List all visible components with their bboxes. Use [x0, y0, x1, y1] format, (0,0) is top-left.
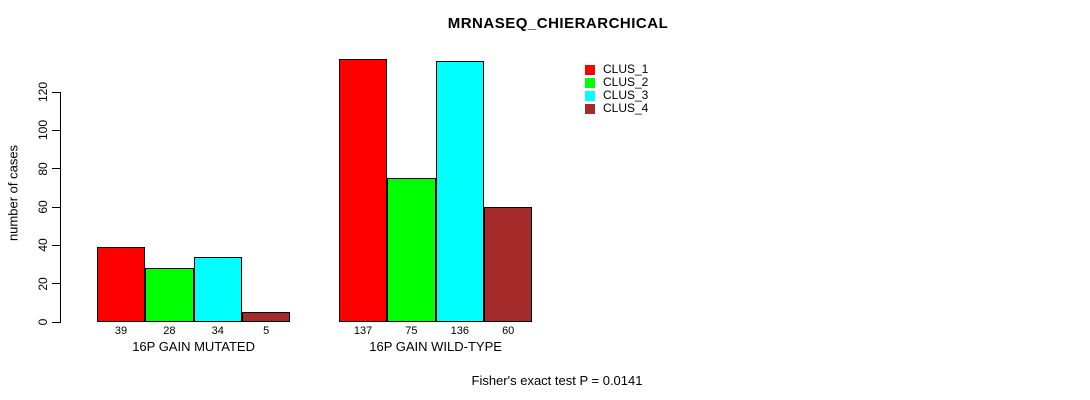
legend-label: CLUS_1 [603, 62, 649, 76]
legend-swatch-icon [585, 90, 595, 101]
legend-row: CLUS_3 [585, 89, 648, 102]
y-tick-label: 0 [36, 318, 50, 326]
legend-row: CLUS_1 [585, 63, 648, 76]
bar-CLUS_2 [387, 178, 436, 322]
bar-CLUS_2 [145, 268, 194, 322]
legend-row: CLUS_4 [585, 102, 648, 115]
bar-CLUS_3 [193, 256, 242, 322]
bar-value-label: 137 [353, 325, 373, 337]
y-tick-label: 20 [36, 276, 50, 291]
legend-swatch-icon [585, 77, 595, 88]
y-tick-label: 120 [36, 81, 50, 103]
bar-value-label: 28 [163, 325, 176, 337]
y-tick-mark [52, 206, 60, 208]
bar-value-label: 5 [263, 325, 270, 337]
bar-value-label: 136 [450, 325, 469, 337]
y-tick-label: 60 [36, 200, 50, 214]
legend: CLUS_1 CLUS_2 CLUS_3 CLUS_4 [585, 63, 648, 115]
y-tick-mark [52, 321, 60, 323]
y-tick-mark [52, 91, 60, 93]
legend-swatch-icon [585, 64, 595, 75]
legend-label: CLUS_4 [603, 101, 649, 115]
bar-CLUS_1 [96, 247, 146, 322]
y-tick-mark [52, 283, 60, 285]
y-tick-mark [52, 129, 60, 131]
bar-value-label: 34 [211, 325, 224, 337]
y-axis-line [60, 92, 61, 323]
y-tick-label: 40 [36, 238, 50, 253]
bar-value-label: 75 [405, 325, 418, 337]
chart-title: MRNASEQ_CHIERARCHICAL [447, 15, 669, 32]
bar-CLUS_1 [338, 59, 388, 322]
bar-value-label: 60 [502, 325, 515, 337]
bar-CLUS_4 [484, 207, 533, 322]
legend-row: CLUS_2 [585, 76, 648, 89]
y-tick-label: 100 [36, 120, 50, 141]
legend-swatch-icon [585, 103, 595, 114]
y-tick-mark [52, 168, 60, 170]
bar-CLUS_3 [435, 61, 484, 322]
legend-label: CLUS_2 [603, 75, 649, 89]
fisher-test-annotation: Fisher's exact test P = 0.0141 [471, 373, 643, 388]
legend-label: CLUS_3 [603, 88, 649, 102]
group-label: 16P GAIN MUTATED [132, 339, 255, 354]
y-axis-label: number of cases [5, 144, 21, 242]
y-tick-label: 80 [36, 161, 50, 176]
bar-CLUS_4 [242, 312, 291, 322]
group-label: 16P GAIN WILD-TYPE [369, 339, 502, 354]
bar-value-label: 39 [114, 325, 128, 337]
y-tick-mark [52, 244, 60, 246]
